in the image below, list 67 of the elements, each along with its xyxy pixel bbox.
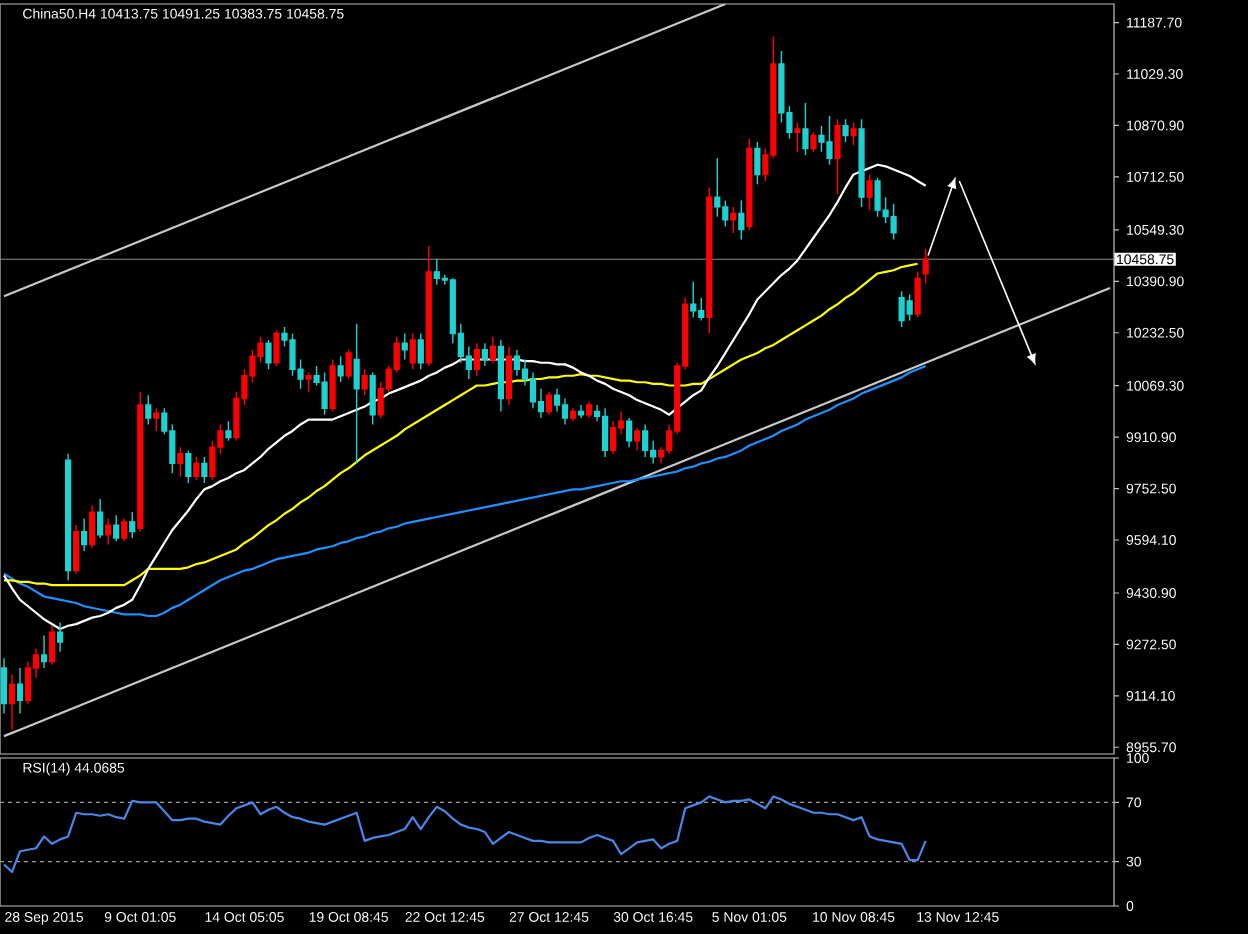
candlestick bbox=[850, 121, 857, 146]
candlestick bbox=[73, 524, 80, 575]
candlestick bbox=[401, 332, 408, 361]
candlestick bbox=[473, 342, 480, 377]
candlestick bbox=[16, 667, 24, 715]
candlestick bbox=[898, 290, 905, 328]
candlestick bbox=[513, 349, 521, 377]
candlestick bbox=[890, 202, 897, 241]
candlestick bbox=[305, 371, 312, 393]
candlestick bbox=[361, 368, 368, 396]
candlestick bbox=[545, 391, 553, 416]
candlestick bbox=[561, 397, 569, 426]
candlestick bbox=[185, 449, 192, 484]
candlestick bbox=[497, 339, 505, 413]
candlestick bbox=[802, 102, 809, 156]
candlestick bbox=[57, 621, 64, 653]
candlestick bbox=[409, 332, 416, 370]
candlestick bbox=[353, 323, 360, 465]
candlestick bbox=[730, 206, 737, 234]
candlestick bbox=[714, 157, 721, 218]
candlestick bbox=[577, 404, 585, 419]
candlestick bbox=[826, 115, 833, 166]
candlestick bbox=[433, 258, 440, 286]
candlestick bbox=[337, 355, 344, 383]
candlestick bbox=[810, 131, 817, 153]
candlestick bbox=[489, 336, 496, 364]
candlestick bbox=[193, 456, 200, 481]
candlestick bbox=[177, 446, 184, 478]
candlestick bbox=[321, 371, 328, 416]
candlestick bbox=[626, 417, 633, 448]
candlestick bbox=[634, 427, 641, 452]
candlestick bbox=[113, 514, 120, 543]
candlestick bbox=[481, 342, 488, 367]
candlestick bbox=[690, 280, 697, 318]
candlestick bbox=[505, 345, 513, 406]
candlestick bbox=[48, 625, 56, 666]
candlestick bbox=[842, 118, 849, 143]
candlestick bbox=[105, 517, 112, 546]
candlestick bbox=[145, 394, 152, 426]
candlestick bbox=[273, 329, 280, 367]
candlestick bbox=[866, 173, 873, 211]
candlestick bbox=[265, 339, 272, 370]
candlestick bbox=[922, 248, 929, 285]
candlestick bbox=[738, 199, 745, 241]
candlestick bbox=[201, 456, 208, 484]
candlestick bbox=[0, 657, 8, 715]
candlestick bbox=[834, 118, 841, 195]
candlestick bbox=[601, 407, 609, 458]
candlestick bbox=[642, 423, 649, 458]
candlestick bbox=[40, 634, 48, 669]
candlestick bbox=[65, 452, 72, 581]
candlestick bbox=[97, 498, 104, 539]
candlestick bbox=[121, 517, 128, 543]
candlestick bbox=[225, 420, 232, 442]
candlestick bbox=[129, 511, 136, 539]
candlestick bbox=[858, 118, 865, 208]
candlestick bbox=[585, 401, 593, 419]
candlestick bbox=[89, 504, 96, 549]
candlestick bbox=[81, 517, 88, 552]
candlestick bbox=[569, 407, 577, 422]
candlestick bbox=[417, 332, 424, 370]
candlestick bbox=[8, 673, 16, 731]
candlestick bbox=[874, 176, 881, 218]
candlestick bbox=[329, 358, 336, 413]
candlestick bbox=[153, 407, 160, 432]
candlestick bbox=[906, 293, 913, 322]
candlestick bbox=[794, 121, 801, 153]
